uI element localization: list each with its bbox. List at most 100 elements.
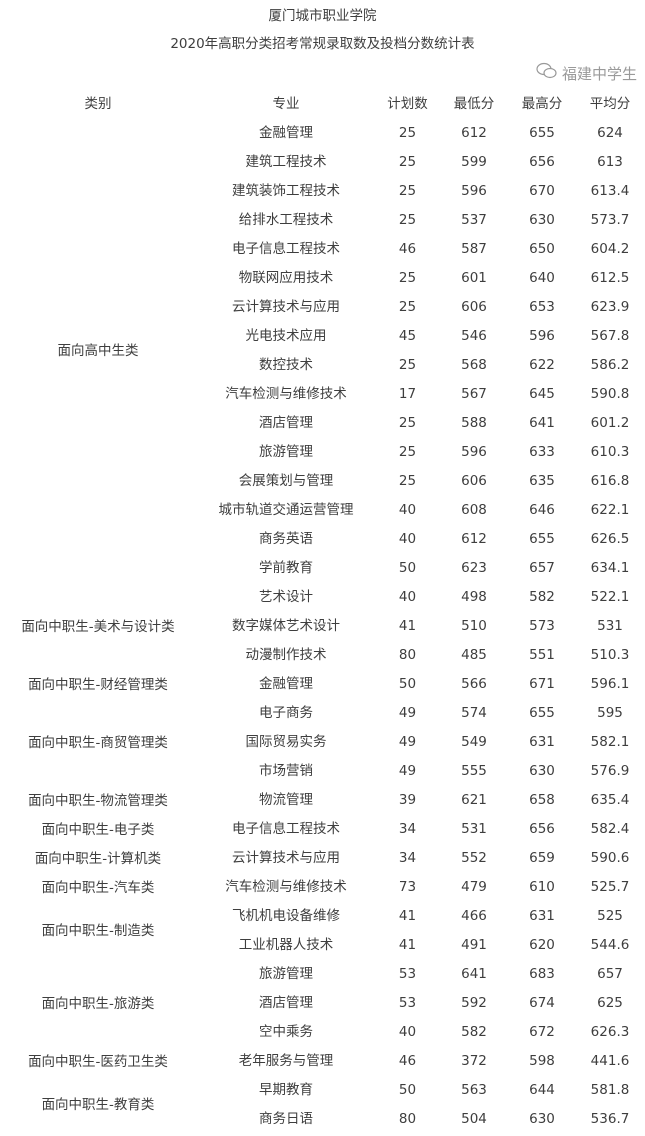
category-cell: 面向中职生-教育类 <box>41 1097 155 1113</box>
avg-score-cell: 596.1 <box>590 676 630 692</box>
max-score-cell: 655 <box>529 705 555 721</box>
major-cell: 物流管理 <box>259 792 313 808</box>
header-major: 专业 <box>272 96 300 112</box>
major-cell: 云计算技术与应用 <box>232 299 340 315</box>
min-score-cell: 623 <box>461 560 487 576</box>
min-score-cell: 601 <box>461 270 487 286</box>
header-category: 类别 <box>84 96 112 112</box>
min-score-cell: 596 <box>461 444 487 460</box>
header-max: 最高分 <box>521 96 563 112</box>
category-cell: 面向中职生-物流管理类 <box>28 792 168 809</box>
table-row: 面向中职生-教育类 早期教育 50 563 644 581.8 <box>0 1076 645 1113</box>
avg-score-cell: 626.5 <box>590 531 630 547</box>
watermark: 福建中学生 <box>536 62 637 84</box>
max-score-cell: 631 <box>529 908 555 924</box>
score-table: 类别 专业 计划数 最低分 最高分 平均分 面向高中生类 金融管理 25 612 655… <box>0 90 645 1134</box>
min-score-cell: 531 <box>461 821 487 837</box>
table-row: 动漫制作技术 80 485 551 510.3 <box>0 641 645 670</box>
min-score-cell: 491 <box>461 937 487 953</box>
avg-score-cell: 601.2 <box>590 415 630 431</box>
table-row: 会展策划与管理 25 606 635 616.8 <box>0 467 645 496</box>
major-cell: 学前教育 <box>259 560 313 576</box>
plan-cell: 39 <box>398 792 417 808</box>
min-score-cell: 587 <box>461 241 487 257</box>
major-cell: 空中乘务 <box>259 1024 313 1040</box>
plan-cell: 41 <box>398 937 417 953</box>
category-cell: 面向中职生-美术与设计类 <box>21 618 175 635</box>
avg-score-cell: 531 <box>597 618 623 634</box>
major-cell: 工业机器人技术 <box>238 937 334 953</box>
avg-score-cell: 582.1 <box>590 734 630 750</box>
category-cell: 面向中职生-商贸管理类 <box>28 734 168 751</box>
plan-cell: 25 <box>398 299 417 315</box>
table-row: 数控技术 25 568 622 586.2 <box>0 351 645 380</box>
max-score-cell: 573 <box>529 618 555 634</box>
table-row: 面向中职生-物流管理类 物流管理 39 621 658 635.4 <box>0 786 645 815</box>
major-cell: 电子信息工程技术 <box>232 821 340 837</box>
min-score-cell: 588 <box>461 415 487 431</box>
major-cell: 酒店管理 <box>259 995 313 1011</box>
header-avg: 平均分 <box>589 96 631 112</box>
table-row: 旅游管理 25 596 633 610.3 <box>0 438 645 467</box>
header-plan: 计划数 <box>387 96 428 112</box>
max-score-cell: 645 <box>529 386 555 402</box>
major-cell: 汽车检测与维修技术 <box>225 386 347 402</box>
table-row: 面向中职生-电子类 电子信息工程技术 34 531 656 582.4 <box>0 815 645 844</box>
plan-cell: 53 <box>398 995 417 1011</box>
major-cell: 早期教育 <box>259 1082 313 1098</box>
plan-cell: 53 <box>398 966 417 982</box>
min-score-cell: 546 <box>461 328 487 344</box>
wechat-icon <box>536 62 558 84</box>
max-score-cell: 596 <box>529 328 555 344</box>
category-cell: 面向中职生-医药卫生类 <box>28 1053 168 1070</box>
avg-score-cell: 634.1 <box>590 560 630 576</box>
avg-score-cell: 590.8 <box>590 386 630 402</box>
avg-score-cell: 610.3 <box>590 444 630 460</box>
plan-cell: 17 <box>398 386 417 402</box>
major-cell: 汽车检测与维修技术 <box>225 879 347 895</box>
min-score-cell: 537 <box>461 212 487 228</box>
table-row: 面向中职生-旅游类 旅游管理 53 641 683 657 <box>0 960 645 1012</box>
major-cell: 酒店管理 <box>259 415 313 431</box>
plan-cell: 40 <box>398 502 417 518</box>
avg-score-cell: 573.7 <box>590 212 630 228</box>
document-subtitle: 2020年高职分类招考常规录取数及投档分数统计表 <box>170 36 475 52</box>
major-cell: 艺术设计 <box>259 589 313 605</box>
max-score-cell: 659 <box>529 850 555 866</box>
max-score-cell: 622 <box>529 357 555 373</box>
min-score-cell: 606 <box>461 299 487 315</box>
major-cell: 建筑工程技术 <box>245 154 327 170</box>
table-row: 酒店管理 53 592 674 625 <box>0 989 645 1018</box>
plan-cell: 73 <box>398 879 417 895</box>
avg-score-cell: 616.8 <box>590 473 630 489</box>
plan-cell: 25 <box>398 212 417 228</box>
max-score-cell: 650 <box>529 241 555 257</box>
table-row: 电子信息工程技术 46 587 650 604.2 <box>0 235 645 264</box>
major-cell: 光电技术应用 <box>245 328 327 344</box>
avg-score-cell: 622.1 <box>590 502 630 518</box>
max-score-cell: 640 <box>529 270 555 286</box>
major-cell: 动漫制作技术 <box>245 647 327 663</box>
plan-cell: 50 <box>398 560 417 576</box>
max-score-cell: 655 <box>529 531 555 547</box>
major-cell: 数控技术 <box>259 357 313 373</box>
major-cell: 旅游管理 <box>259 444 313 460</box>
table-row: 国际贸易实务 49 549 631 582.1 <box>0 728 645 757</box>
table-row: 商务日语 80 504 630 536.7 <box>0 1105 645 1134</box>
min-score-cell: 574 <box>461 705 487 721</box>
min-score-cell: 372 <box>461 1053 487 1069</box>
plan-cell: 40 <box>398 589 417 605</box>
min-score-cell: 504 <box>461 1111 487 1127</box>
major-cell: 数字媒体艺术设计 <box>232 618 340 634</box>
major-cell: 国际贸易实务 <box>245 734 327 750</box>
avg-score-cell: 595 <box>597 705 623 721</box>
watermark-text: 福建中学生 <box>561 64 637 83</box>
major-cell: 电子信息工程技术 <box>232 241 340 257</box>
min-score-cell: 599 <box>461 154 487 170</box>
plan-cell: 25 <box>398 154 417 170</box>
plan-cell: 41 <box>398 908 417 924</box>
plan-cell: 49 <box>398 705 417 721</box>
min-score-cell: 596 <box>461 183 487 199</box>
category-cell: 面向中职生-旅游类 <box>41 995 155 1012</box>
avg-score-cell: 522.1 <box>590 589 630 605</box>
